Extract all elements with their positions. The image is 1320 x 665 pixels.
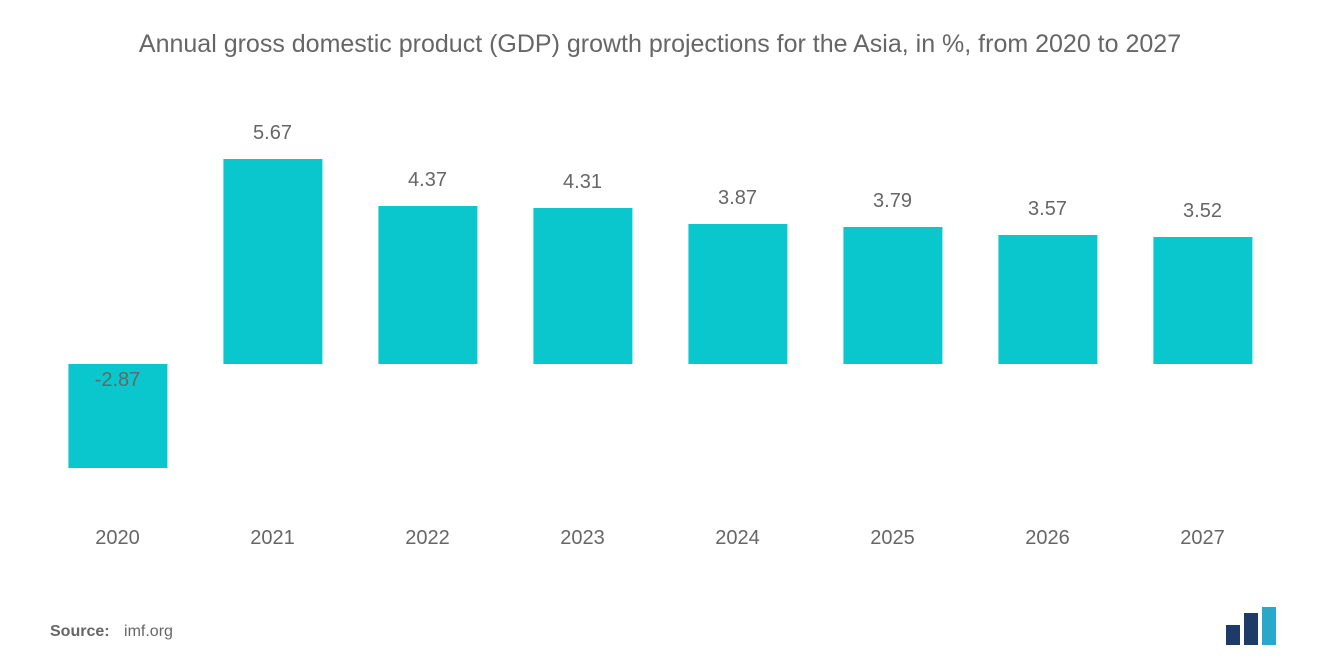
bar-slot: 4.37 xyxy=(350,140,505,480)
chart-title: Annual gross domestic product (GDP) grow… xyxy=(0,28,1320,62)
bar xyxy=(378,206,477,364)
x-axis-label: 2027 xyxy=(1180,527,1225,550)
bar-value-label: 3.79 xyxy=(873,190,912,213)
bar-slot: 3.52 xyxy=(1125,140,1280,480)
bar-value-label: 4.31 xyxy=(563,171,602,194)
x-axis-label: 2021 xyxy=(250,527,295,550)
mordor-intelligence-logo-icon xyxy=(1226,607,1286,645)
x-axis-label: 2025 xyxy=(870,527,915,550)
bar xyxy=(1153,237,1252,364)
x-label-slot: 2022 xyxy=(350,522,505,550)
plot-area: -2.87 2020 5.67 2021 4.37 2022 4.31 2023 3.87 202… xyxy=(40,140,1280,550)
gdp-bar-chart: Annual gross domestic product (GDP) grow… xyxy=(0,0,1320,665)
chart-source: Source: imf.org xyxy=(50,623,173,641)
x-label-slot: 2021 xyxy=(195,522,350,550)
bar xyxy=(223,159,322,364)
source-value: imf.org xyxy=(124,623,173,640)
x-axis-label: 2020 xyxy=(95,527,140,550)
bar-slot: 4.31 xyxy=(505,140,660,480)
x-axis-label: 2022 xyxy=(405,527,450,550)
bar-value-label: 3.57 xyxy=(1028,198,1067,221)
bar-slot: 3.87 xyxy=(660,140,815,480)
x-label-slot: 2023 xyxy=(505,522,660,550)
bar-value-label: 3.87 xyxy=(718,187,757,210)
x-label-slot: 2027 xyxy=(1125,522,1280,550)
bar-slot: 3.57 xyxy=(970,140,1125,480)
bar-value-label: -2.87 xyxy=(95,369,141,392)
x-label-slot: 2024 xyxy=(660,522,815,550)
bar xyxy=(843,227,942,364)
bar xyxy=(533,208,632,364)
bar-slot: -2.87 xyxy=(40,140,195,480)
x-label-slot: 2020 xyxy=(40,522,195,550)
bar xyxy=(688,224,787,364)
bar-value-label: 3.52 xyxy=(1183,200,1222,223)
x-label-slot: 2026 xyxy=(970,522,1125,550)
x-label-slot: 2025 xyxy=(815,522,970,550)
bar-slot: 5.67 xyxy=(195,140,350,480)
x-axis-label: 2024 xyxy=(715,527,760,550)
bar xyxy=(998,235,1097,364)
bar-value-label: 4.37 xyxy=(408,169,447,192)
x-axis-label: 2023 xyxy=(560,527,605,550)
x-axis-label: 2026 xyxy=(1025,527,1070,550)
bar-value-label: 5.67 xyxy=(253,122,292,145)
source-label: Source: xyxy=(50,623,110,640)
bar-slot: 3.79 xyxy=(815,140,970,480)
bars-container: -2.87 2020 5.67 2021 4.37 2022 4.31 2023 3.87 202… xyxy=(40,140,1280,550)
